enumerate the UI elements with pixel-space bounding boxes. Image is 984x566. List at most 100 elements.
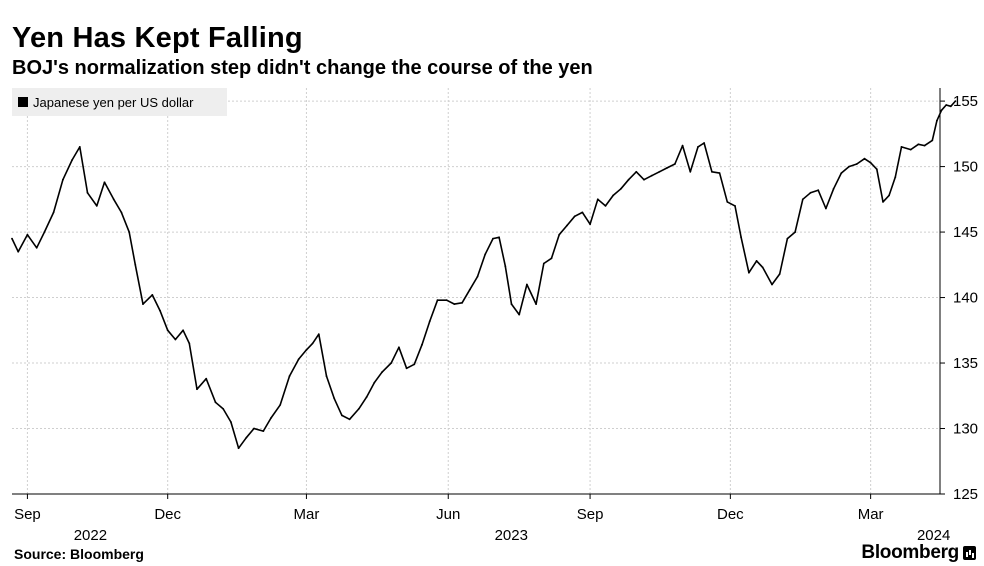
data-point	[526, 283, 528, 286]
data-point	[71, 159, 73, 161]
data-point	[931, 139, 934, 142]
data-point	[832, 187, 835, 190]
data-point	[333, 397, 336, 400]
data-point	[317, 333, 320, 336]
data-point	[726, 201, 729, 203]
data-point	[305, 349, 308, 351]
data-point	[341, 414, 343, 417]
data-point	[112, 198, 115, 201]
data-point	[253, 427, 255, 430]
data-point	[26, 233, 29, 236]
data-point	[17, 250, 20, 253]
x-tick-label: Jun	[436, 506, 460, 523]
y-tick-label: 130	[953, 421, 978, 438]
data-point	[348, 418, 351, 421]
chart-subtitle: BOJ's normalization step didn't change t…	[12, 57, 593, 79]
data-point	[182, 329, 185, 332]
data-point	[848, 165, 850, 168]
data-point	[817, 189, 820, 192]
data-point	[869, 161, 872, 164]
data-point	[755, 260, 758, 262]
data-point	[917, 143, 920, 146]
x-tick-label: Dec	[154, 506, 181, 523]
data-point	[62, 178, 64, 181]
data-point	[214, 401, 217, 404]
data-point	[492, 237, 494, 240]
data-point	[689, 170, 692, 173]
data-point	[809, 191, 812, 194]
data-point	[35, 246, 38, 249]
x-tick-label: Sep	[577, 506, 604, 523]
y-tick-label: 145	[953, 224, 978, 241]
x-year-label: 2022	[74, 527, 107, 544]
data-point	[801, 198, 804, 201]
data-point	[863, 157, 866, 160]
x-tick-label: Mar	[294, 506, 320, 523]
data-point	[786, 237, 789, 240]
brand-name: Bloomberg	[861, 542, 959, 563]
data-point	[681, 144, 684, 147]
data-point	[325, 375, 328, 377]
data-point	[643, 178, 645, 181]
data-point	[620, 187, 622, 190]
data-point	[875, 168, 878, 171]
data-point	[237, 447, 240, 450]
data-point	[894, 176, 897, 179]
data-point	[674, 163, 676, 165]
data-point	[666, 167, 668, 169]
data-point	[373, 381, 376, 384]
data-point	[484, 253, 487, 256]
data-point	[142, 303, 144, 305]
data-point	[151, 294, 154, 296]
data-point	[103, 181, 106, 184]
data-point	[128, 231, 131, 234]
data-point	[825, 207, 827, 210]
data-point	[421, 343, 423, 346]
data-point	[428, 320, 431, 322]
data-point	[840, 172, 843, 175]
data-point	[230, 421, 232, 423]
data-point	[718, 172, 721, 175]
data-point	[566, 224, 568, 227]
data-point	[461, 301, 463, 304]
axes: 125 130 135 140 145 150 155 Sep 2022 Dec Mar Jun 202…	[12, 88, 978, 544]
data-point	[297, 358, 300, 360]
data-point	[945, 104, 948, 106]
data-point	[650, 174, 653, 177]
data-point	[518, 313, 521, 316]
data-point	[882, 201, 884, 203]
data-point	[445, 299, 448, 302]
data-point	[196, 388, 198, 391]
legend-background	[12, 88, 227, 116]
data-point	[711, 170, 713, 173]
data-point	[262, 430, 265, 432]
data-point	[43, 231, 46, 234]
data-point	[778, 273, 781, 275]
y-tick-label: 140	[953, 290, 978, 307]
data-point	[635, 170, 638, 173]
data-point	[311, 342, 314, 345]
data-point	[573, 215, 576, 218]
data-point	[697, 146, 699, 148]
x-tick-label: Dec	[717, 506, 744, 523]
gridlines	[12, 88, 940, 495]
data-point	[188, 342, 191, 345]
data-point	[174, 338, 177, 341]
data-point	[794, 231, 796, 234]
data-point	[627, 178, 630, 181]
data-point	[270, 417, 272, 419]
data-point	[900, 146, 903, 148]
data-point	[771, 283, 773, 286]
data-point	[78, 146, 81, 148]
data-point	[205, 377, 208, 380]
data-point	[510, 303, 513, 305]
x-year-label: 2024	[917, 527, 950, 544]
data-point	[740, 236, 742, 239]
data-point	[134, 263, 137, 266]
data-point	[453, 303, 456, 305]
y-tick-label: 150	[953, 159, 978, 176]
data-point	[52, 211, 55, 214]
series-line	[11, 100, 956, 449]
data-point	[405, 367, 408, 370]
